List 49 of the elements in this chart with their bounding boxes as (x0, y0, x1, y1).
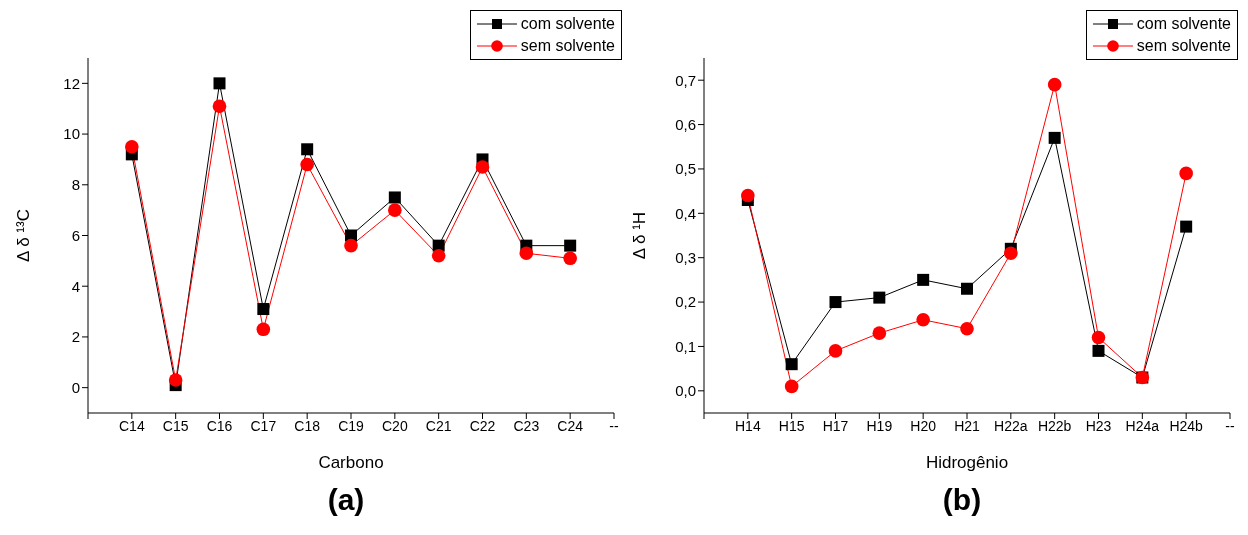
legend-label: sem solvente (520, 37, 615, 55)
x-tick-label: C23 (513, 417, 540, 434)
x-tick-label: C15 (162, 417, 189, 434)
x-tick-label: C18 (294, 417, 321, 434)
x-tick-label: C22 (469, 417, 496, 434)
x-tick-label: C16 (206, 417, 233, 434)
y-tick-label: 2 (71, 328, 80, 346)
x-tick-label: H19 (866, 417, 893, 434)
x-tick-label: H14 (734, 417, 761, 434)
y-tick-label: 0,0 (675, 382, 696, 400)
y-tick-label: 0,3 (675, 249, 696, 267)
x-tick-label: C21 (425, 417, 452, 434)
x-axis-title: Carbono (318, 453, 384, 472)
y-axis-title: Δ δ ¹H (630, 211, 650, 260)
y-tick-label: 10 (63, 125, 80, 143)
y-tick-label: 12 (63, 74, 80, 92)
x-tick-label: H15 (778, 417, 805, 434)
x-tick-label: H23 (1085, 417, 1112, 434)
y-tick-label: 0,7 (675, 71, 696, 89)
x-tick-label: H20 (910, 417, 937, 434)
y-tick-label: 0,1 (675, 337, 696, 355)
y-tick-label: 8 (71, 176, 80, 194)
text: (a) (326, 483, 366, 517)
x-tick-label: -- (1225, 417, 1235, 434)
x-tick-label: H24b (1169, 417, 1204, 434)
x-tick-label: C17 (250, 417, 277, 434)
x-tick-label: H22a (994, 417, 1028, 434)
y-tick-label: 0,5 (675, 160, 696, 178)
x-axis-title: Hidrogênio (925, 453, 1009, 472)
x-tick-label: H21 (954, 417, 981, 434)
y-tick-label: 0,4 (675, 204, 696, 222)
y-tick-label: 0 (71, 378, 80, 396)
x-tick-label: C19 (338, 417, 365, 434)
x-tick-label: H24a (1125, 417, 1160, 434)
x-tick-label: C14 (118, 417, 145, 434)
y-axis-title: Δ δ ¹³C (14, 209, 34, 262)
y-tick-label: 6 (71, 226, 80, 244)
legend-label: com solvente (520, 15, 615, 33)
y-tick-label: 0,2 (675, 293, 696, 311)
x-tick-label: -- (609, 417, 619, 434)
x-tick-label: H17 (822, 417, 849, 434)
legend-label: com solvente (1136, 15, 1231, 33)
legend-label: sem solvente (1136, 37, 1231, 55)
x-tick-label: C24 (557, 417, 584, 434)
y-tick-label: 0,6 (675, 115, 696, 133)
x-tick-label: H22b (1037, 417, 1072, 434)
x-tick-label: C20 (381, 417, 408, 434)
text: (b) (941, 483, 983, 517)
y-tick-label: 4 (71, 277, 80, 295)
